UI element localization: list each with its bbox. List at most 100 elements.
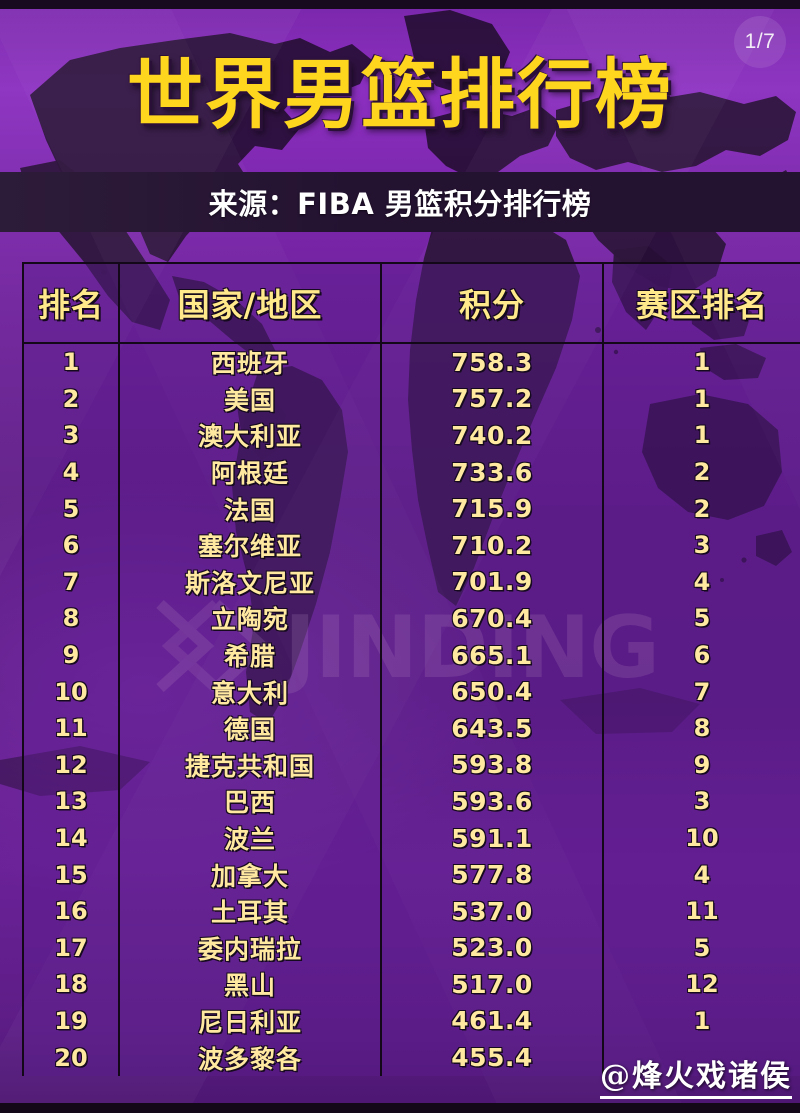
table-cell-zone-rank: 3: [602, 526, 800, 564]
table-row: 9 希腊 665.1 6: [22, 636, 800, 674]
table-cell-rank: 3: [22, 417, 120, 454]
table-cell-zone-rank: 2: [602, 490, 800, 527]
table-cell-score: 461.4: [380, 1002, 604, 1040]
table-cell-rank: 11: [22, 709, 120, 747]
table-cell-zone-rank: 6: [602, 636, 800, 674]
column-header-zone-rank: 赛区排名: [602, 262, 800, 344]
table-row: 16 土耳其 537.0 11: [22, 892, 800, 930]
table-cell-rank: 19: [22, 1002, 120, 1040]
table-row: 5 法国 715.9 2: [22, 490, 800, 527]
table-cell-country: 加拿大: [118, 856, 382, 893]
table-cell-zone-rank: 11: [602, 892, 800, 930]
table-cell-zone-rank: 1: [602, 1002, 800, 1040]
table-row: 13 巴西 593.6 3: [22, 783, 800, 820]
user-watermark: @烽火戏诸侯: [600, 1051, 792, 1099]
table-cell-score: 523.0: [380, 929, 604, 967]
table-cell-country: 捷克共和国: [118, 746, 382, 784]
table-cell-score: 643.5: [380, 709, 604, 747]
table-cell-rank: 5: [22, 490, 120, 527]
table-cell-score: 701.9: [380, 563, 604, 601]
column-header-score: 积分: [380, 262, 604, 344]
table-cell-rank: 7: [22, 563, 120, 601]
table-cell-rank: 9: [22, 636, 120, 674]
table-cell-rank: 17: [22, 929, 120, 967]
table-cell-score: 710.2: [380, 526, 604, 564]
table-cell-rank: 6: [22, 526, 120, 564]
table-cell-country: 美国: [118, 380, 382, 418]
table-row: 14 波兰 591.1 10: [22, 819, 800, 857]
table-header: 排名 国家/地区 积分 赛区排名: [22, 262, 800, 344]
table-cell-score: 591.1: [380, 819, 604, 857]
table-cell-country: 希腊: [118, 636, 382, 674]
table-cell-rank: 20: [22, 1039, 120, 1076]
table-cell-rank: 12: [22, 746, 120, 784]
table-cell-zone-rank: 1: [602, 343, 800, 381]
table-cell-score: 733.6: [380, 453, 604, 491]
table-row: 20 波多黎各 455.4: [22, 1039, 800, 1076]
table-cell-score: 740.2: [380, 417, 604, 454]
table-cell-zone-rank: 5: [602, 929, 800, 967]
table-cell-score: 593.6: [380, 783, 604, 820]
page-indicator: 1/7: [734, 16, 786, 68]
table-cell-zone-rank: 4: [602, 563, 800, 601]
top-dark-strip: [0, 0, 800, 9]
table-cell-rank: 18: [22, 966, 120, 1003]
table-cell-zone-rank: 2: [602, 453, 800, 491]
table-row: 8 立陶宛 670.4 5: [22, 600, 800, 637]
table-row: 15 加拿大 577.8 4: [22, 856, 800, 893]
table-row: 7 斯洛文尼亚 701.9 4: [22, 563, 800, 601]
table-cell-rank: 14: [22, 819, 120, 857]
table-cell-zone-rank: 4: [602, 856, 800, 893]
table-cell-country: 立陶宛: [118, 600, 382, 637]
table-row: 12 捷克共和国 593.8 9: [22, 746, 800, 784]
table-cell-rank: 10: [22, 673, 120, 710]
table-cell-country: 斯洛文尼亚: [118, 563, 382, 601]
table-cell-country: 阿根廷: [118, 453, 382, 491]
table-cell-zone-rank: 7: [602, 673, 800, 710]
table-cell-country: 意大利: [118, 673, 382, 710]
table-cell-rank: 1: [22, 343, 120, 381]
table-cell-country: 法国: [118, 490, 382, 527]
table-cell-rank: 13: [22, 783, 120, 820]
table-cell-zone-rank: 8: [602, 709, 800, 747]
table-cell-country: 德国: [118, 709, 382, 747]
table-cell-score: 665.1: [380, 636, 604, 674]
table-header-row: 排名 国家/地区 积分 赛区排名: [22, 262, 800, 344]
table-cell-zone-rank: 9: [602, 746, 800, 784]
table-cell-score: 577.8: [380, 856, 604, 893]
table-cell-score: 715.9: [380, 490, 604, 527]
table-cell-score: 757.2: [380, 380, 604, 418]
table-cell-rank: 2: [22, 380, 120, 418]
table-cell-zone-rank: 1: [602, 417, 800, 454]
table-cell-rank: 8: [22, 600, 120, 637]
table-cell-score: 670.4: [380, 600, 604, 637]
table-cell-country: 澳大利亚: [118, 417, 382, 454]
table-cell-country: 塞尔维亚: [118, 526, 382, 564]
table-cell-country: 黑山: [118, 966, 382, 1003]
page-title: 世界男篮排行榜: [127, 50, 673, 139]
table-cell-zone-rank: 5: [602, 600, 800, 637]
table-cell-rank: 15: [22, 856, 120, 893]
table-cell-country: 尼日利亚: [118, 1002, 382, 1040]
table-cell-rank: 4: [22, 453, 120, 491]
ranking-table: 排名 国家/地区 积分 赛区排名 1 西班牙 758.3 1 2 美国 757.2 1 3 澳大利…: [22, 262, 800, 1076]
table-cell-zone-rank: 3: [602, 783, 800, 820]
table-cell-zone-rank: [602, 1039, 800, 1076]
subtitle-band: 来源：FIBA 男篮积分排行榜: [0, 172, 800, 232]
table-cell-score: 593.8: [380, 746, 604, 784]
table-cell-score: 758.3: [380, 343, 604, 381]
table-cell-country: 委内瑞拉: [118, 929, 382, 967]
table-row: 2 美国 757.2 1: [22, 380, 800, 418]
table-cell-country: 波兰: [118, 819, 382, 857]
table-cell-rank: 16: [22, 892, 120, 930]
table-cell-country: 土耳其: [118, 892, 382, 930]
table-cell-zone-rank: 12: [602, 966, 800, 1003]
table-cell-country: 波多黎各: [118, 1039, 382, 1076]
table-body: 1 西班牙 758.3 1 2 美国 757.2 1 3 澳大利亚 740.2 1 4 阿根廷 733.6 2…: [22, 343, 800, 1076]
column-header-rank: 排名: [22, 262, 120, 344]
bottom-dark-strip: [0, 1103, 800, 1113]
table-row: 18 黑山 517.0 12: [22, 966, 800, 1003]
table-row: 10 意大利 650.4 7: [22, 673, 800, 710]
table-cell-score: 650.4: [380, 673, 604, 710]
